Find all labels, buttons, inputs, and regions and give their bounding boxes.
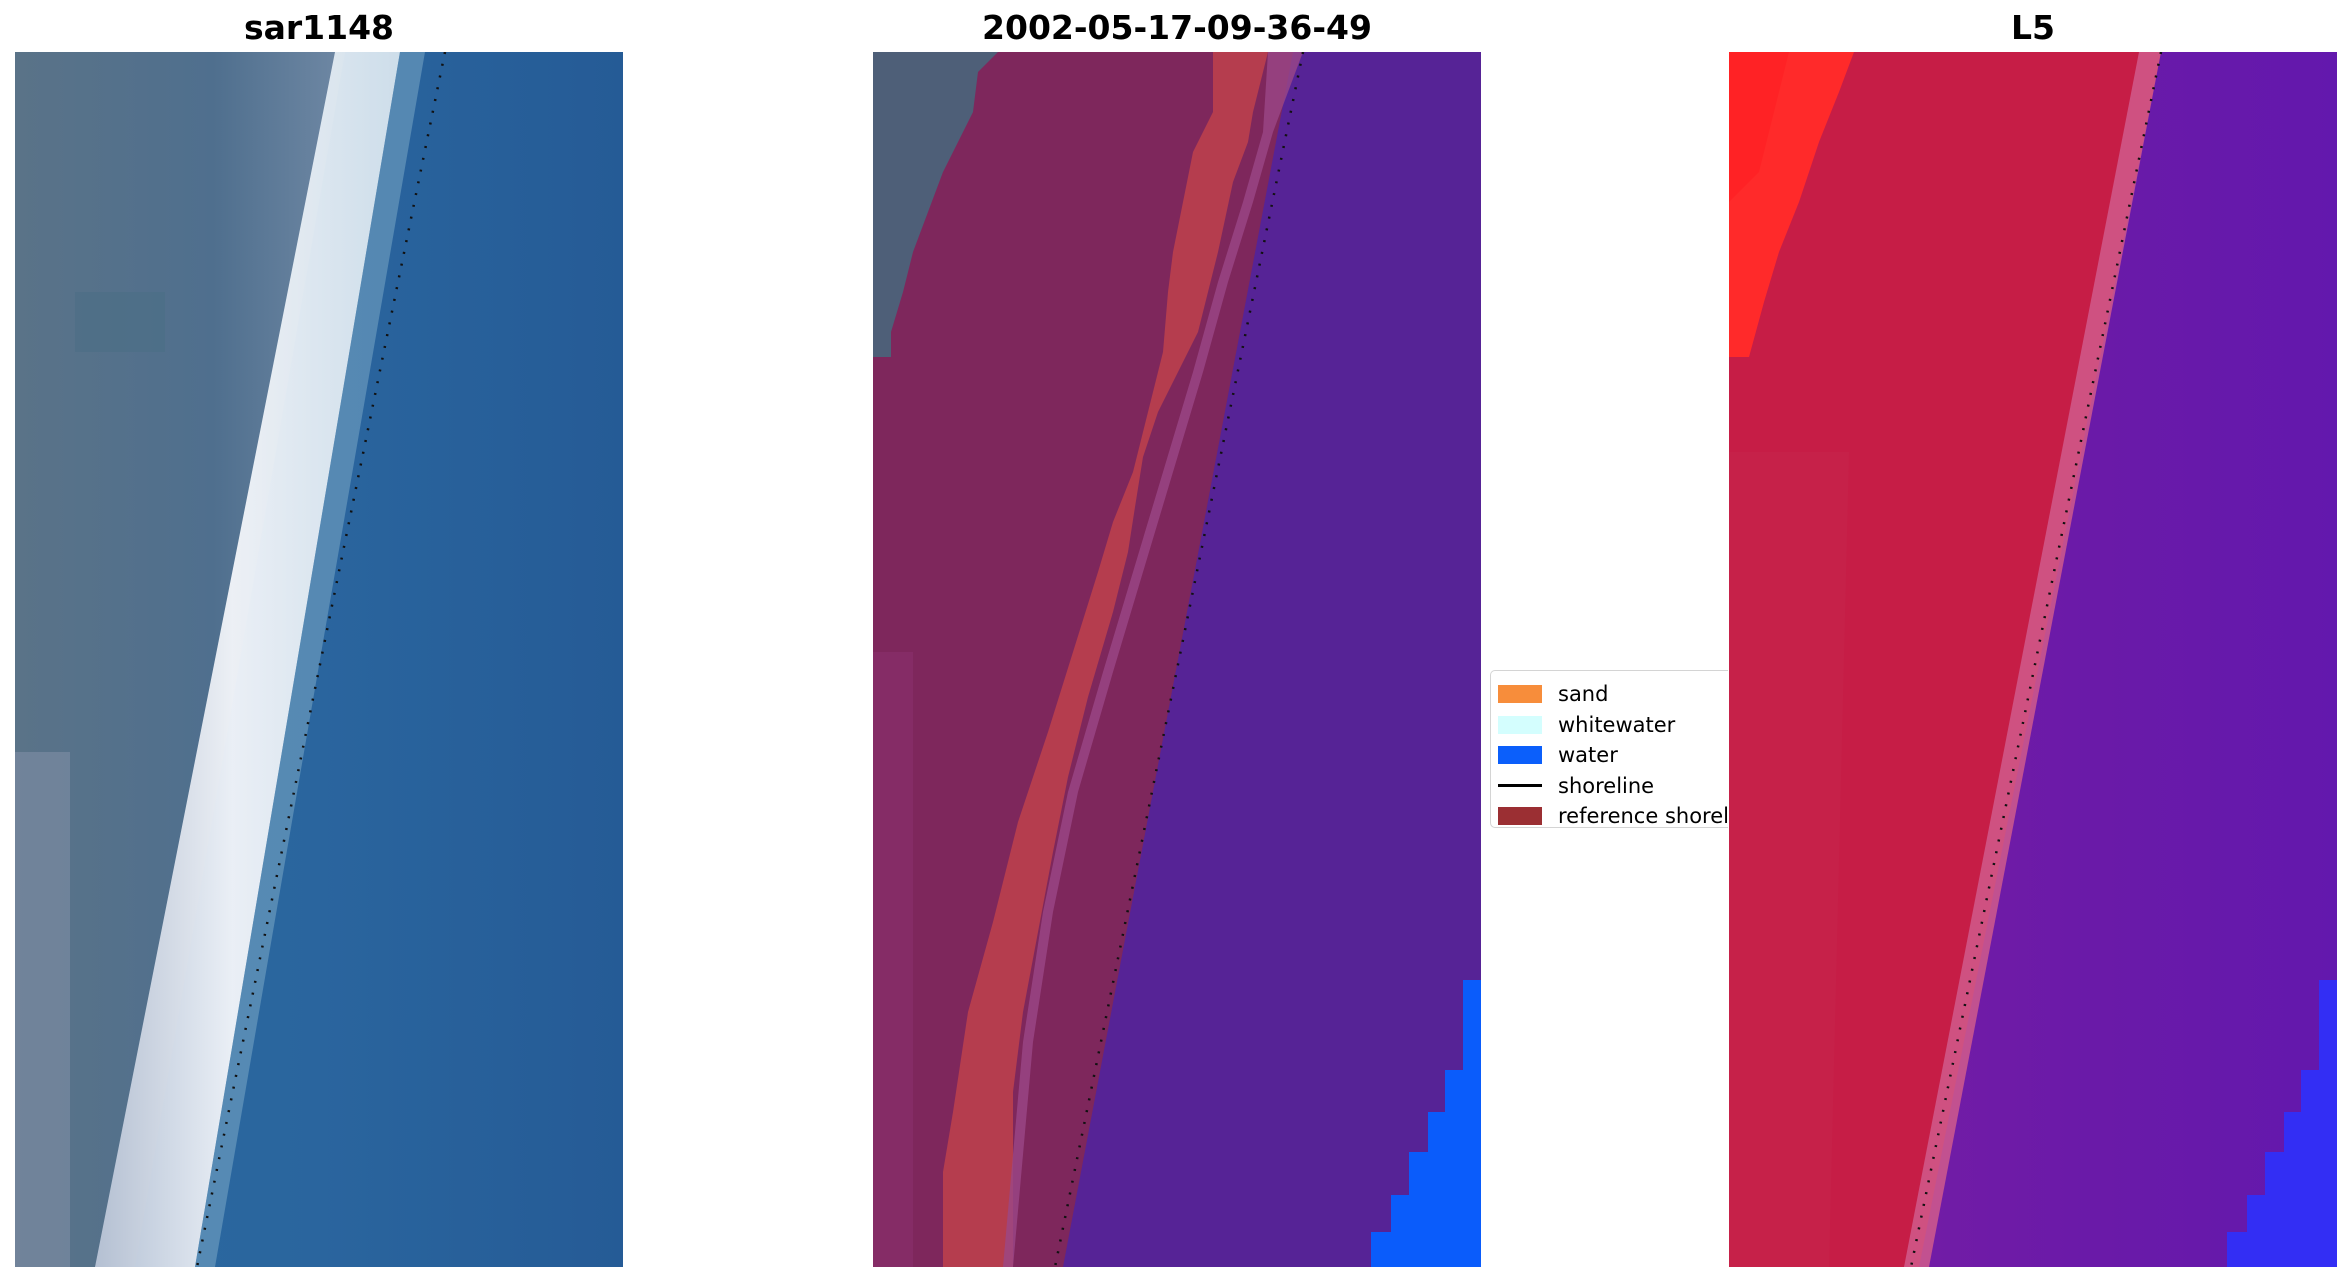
panel-title-classification: 2002-05-17-09-36-49	[982, 8, 1372, 47]
panel-title-sar: sar1148	[243, 8, 395, 47]
whitewater-swatch	[1498, 715, 1542, 734]
legend-item-water: water	[1491, 740, 1728, 771]
sand-swatch	[1498, 685, 1542, 704]
l5-image	[1729, 52, 2337, 1267]
sar-image	[15, 52, 623, 1267]
legend-label-water: water	[1558, 743, 1618, 768]
classification-panel	[873, 52, 1481, 1267]
classification-image	[873, 52, 1481, 1267]
legend-label-reference-shoreline: reference shoreline	[1558, 804, 1728, 828]
legend-item-whitewater: whitewater	[1491, 710, 1728, 741]
shoreline-line-swatch	[1498, 784, 1542, 788]
legend: sand whitewater water shoreline referenc…	[1490, 670, 1728, 828]
legend-label-whitewater: whitewater	[1558, 712, 1676, 737]
legend-label-shoreline: shoreline	[1558, 773, 1655, 798]
reference-shoreline-swatch	[1498, 807, 1542, 826]
l5-image-panel	[1729, 52, 2337, 1267]
sar-image-panel	[15, 52, 623, 1267]
water-swatch	[1498, 746, 1542, 765]
legend-item-shoreline: shoreline	[1491, 771, 1728, 802]
panel-title-l5: L5	[2011, 8, 2055, 47]
legend-item-sand: sand	[1491, 679, 1728, 710]
legend-item-reference-shoreline: reference shoreline	[1491, 801, 1728, 828]
legend-label-sand: sand	[1558, 682, 1609, 707]
